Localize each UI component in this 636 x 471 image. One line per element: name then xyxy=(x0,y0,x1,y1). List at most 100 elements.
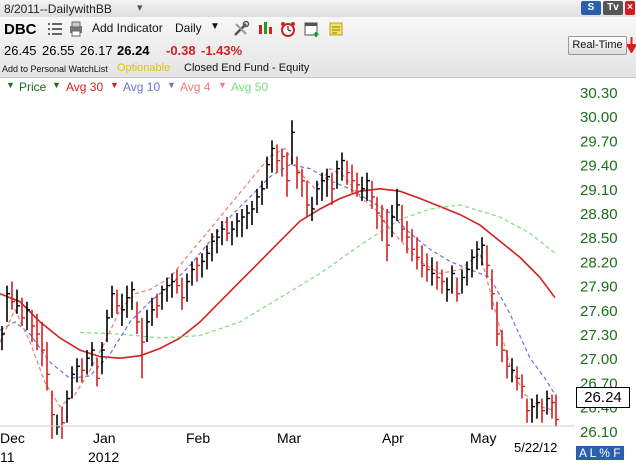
price-bar xyxy=(231,221,235,246)
symbol-label[interactable]: DBC xyxy=(4,21,37,38)
current-price-label: 26.24 xyxy=(576,387,630,408)
legend-avg30-chevron-icon[interactable]: ▼ xyxy=(110,80,119,90)
realtime-button[interactable]: Real-Time xyxy=(568,36,627,55)
alarm-clock-icon[interactable] xyxy=(279,20,297,38)
price-bar xyxy=(46,342,50,391)
price-bar xyxy=(336,160,340,189)
legend-item-price[interactable]: Price xyxy=(19,80,47,94)
price-bar xyxy=(436,261,440,290)
price-bar xyxy=(136,301,140,334)
price-bar xyxy=(246,204,250,230)
price-bar xyxy=(316,180,320,205)
last-date-label: 5/22/12 xyxy=(514,440,558,455)
price-bar xyxy=(26,301,30,330)
y-tick-label: 29.40 xyxy=(580,158,618,175)
price-bar xyxy=(61,406,65,439)
period-select[interactable]: Daily xyxy=(175,21,202,35)
price-bar xyxy=(261,180,265,205)
legend-price-chevron-icon[interactable]: ▼ xyxy=(52,80,61,90)
x-sub-label: 2012 xyxy=(88,449,119,465)
price-bar xyxy=(516,366,520,391)
y-tick-label: 27.90 xyxy=(580,279,618,296)
price-bar xyxy=(376,196,380,230)
y-tick-label: 29.10 xyxy=(580,182,618,199)
add-indicator-button[interactable]: Add Indicator xyxy=(92,21,163,35)
window-title: 8/2011--DailywithBB xyxy=(4,2,112,16)
legend-avg10-chevron-icon[interactable]: ▼ xyxy=(167,80,176,90)
candlestick-icon[interactable] xyxy=(256,20,274,38)
legend-chevron-down-icon[interactable]: ▼ xyxy=(6,80,15,90)
price-bar xyxy=(346,160,350,185)
price-bar xyxy=(236,213,240,238)
price-bar xyxy=(266,156,270,189)
price-bar xyxy=(176,269,180,294)
y-tick-label: 27.60 xyxy=(580,303,618,320)
price-bar xyxy=(361,176,365,201)
price-bar xyxy=(301,168,305,197)
price-bar xyxy=(326,168,330,197)
price-bar xyxy=(41,321,45,367)
price-bar xyxy=(421,245,425,278)
quote-change-pct: -1.43% xyxy=(201,43,243,58)
price-bar xyxy=(291,120,295,165)
price-bar xyxy=(201,253,205,278)
price-bar xyxy=(196,257,200,282)
quote-last: 26.24 xyxy=(117,43,150,58)
note-icon[interactable] xyxy=(327,20,345,38)
y-tick-label: 30.30 xyxy=(580,85,618,102)
y-tick-label: 27.00 xyxy=(580,351,618,368)
price-bar xyxy=(461,269,465,294)
price-bar xyxy=(356,172,360,197)
y-tick-label: 29.70 xyxy=(580,133,618,150)
legend-item-avg30[interactable]: Avg 30 xyxy=(66,80,104,94)
price-bar xyxy=(166,277,170,302)
calendar-add-icon[interactable] xyxy=(303,20,321,38)
scale-toggle[interactable]: A L % F xyxy=(576,446,624,460)
price-bar xyxy=(381,204,385,242)
price-bar xyxy=(71,366,75,399)
price-bar xyxy=(51,390,55,439)
y-tick-label: 30.00 xyxy=(580,109,618,126)
price-bar xyxy=(281,148,285,177)
price-bar xyxy=(531,398,535,423)
price-bars xyxy=(1,120,559,439)
price-bar xyxy=(156,293,160,318)
optionable-label: Optionable xyxy=(117,62,171,74)
price-bar xyxy=(486,245,490,278)
tv-button[interactable]: Tv xyxy=(603,1,623,15)
legend-item-avg50[interactable]: Avg 50 xyxy=(231,80,269,94)
period-chevron-down-icon[interactable]: ▼ xyxy=(210,21,220,32)
price-bar xyxy=(181,277,185,310)
price-bar xyxy=(16,289,20,314)
price-bar xyxy=(551,394,555,419)
price-bar xyxy=(501,329,505,363)
s-button[interactable]: S xyxy=(581,1,601,15)
legend-item-avg10[interactable]: Avg 10 xyxy=(123,80,161,94)
price-bar xyxy=(306,180,310,218)
price-bar xyxy=(121,293,125,326)
price-bar xyxy=(446,277,450,302)
price-bar xyxy=(216,229,220,254)
price-bar xyxy=(386,208,390,262)
tools-icon[interactable] xyxy=(232,20,250,38)
scale-options[interactable]: A L % F xyxy=(576,446,627,460)
printer-icon[interactable] xyxy=(67,20,85,38)
close-icon[interactable]: × xyxy=(625,1,635,15)
price-bar xyxy=(411,229,415,262)
title-chevron-down-icon[interactable]: ▾ xyxy=(137,2,143,14)
price-bar xyxy=(206,245,210,270)
legend-avg4-chevron-icon[interactable]: ▼ xyxy=(218,80,227,90)
price-bar xyxy=(396,188,400,222)
legend-item-avg4[interactable]: Avg 4 xyxy=(180,80,211,94)
price-bar xyxy=(331,172,335,205)
price-bar xyxy=(401,204,405,242)
price-bar xyxy=(116,289,120,314)
quote-low: 26.17 xyxy=(80,43,113,58)
price-bar xyxy=(466,261,470,286)
price-bar xyxy=(296,156,300,189)
price-bar xyxy=(131,281,135,310)
x-tick-label: Mar xyxy=(277,430,301,446)
add-to-watchlist-link[interactable]: Add to Personal WatchList xyxy=(2,64,108,74)
list-icon[interactable] xyxy=(46,20,64,38)
